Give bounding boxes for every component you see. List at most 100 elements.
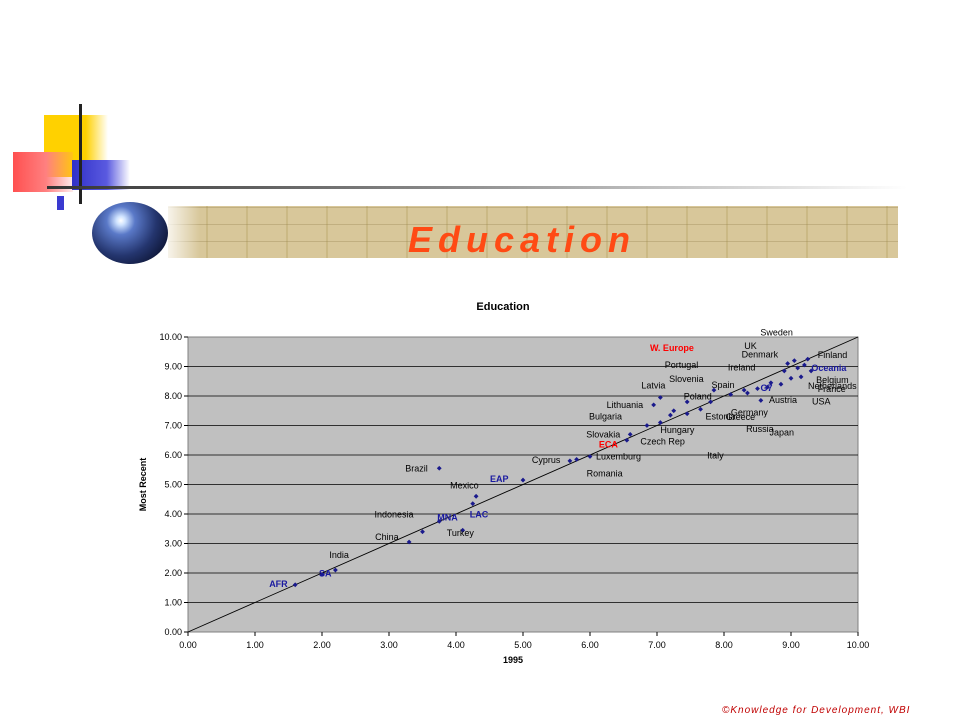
label-usa: USA	[812, 396, 831, 406]
label-romania: Romania	[587, 468, 623, 478]
x-tick-label: 0.00	[179, 640, 197, 650]
slide-title: Education	[408, 219, 637, 260]
globe-icon	[92, 202, 168, 264]
chart-title: Education	[476, 301, 529, 313]
point-greece	[708, 399, 713, 405]
vertical-rule	[79, 104, 82, 204]
point-cyprus	[567, 458, 573, 464]
point-romania	[574, 457, 579, 462]
label-greece: Greece	[726, 412, 756, 422]
point-spain	[745, 390, 750, 396]
point-g7	[765, 384, 770, 390]
point-netherlands	[798, 374, 804, 380]
point-czech-rep	[657, 420, 663, 425]
point-usa	[788, 375, 794, 381]
point-france	[795, 365, 801, 371]
y-tick-label: 1.00	[164, 598, 182, 608]
point-sweden	[791, 358, 797, 363]
reference-line	[187, 336, 859, 633]
point-luxemburg	[587, 454, 593, 459]
label-latvia: Latvia	[641, 380, 665, 390]
y-tick-label: 5.00	[164, 480, 182, 490]
point-eca	[624, 437, 630, 443]
y-axis-label: Most Recent	[138, 458, 148, 512]
label-luxemburg: Luxemburg	[596, 451, 641, 461]
decorative-squares-logo	[0, 0, 140, 220]
label-lithuania: Lithuania	[607, 400, 644, 410]
point-brazil	[436, 465, 442, 471]
x-tick-label: 8.00	[715, 640, 733, 650]
label-indonesia: Indonesia	[375, 510, 414, 520]
label-turkey: Turkey	[447, 528, 475, 538]
label-finland: Finland	[818, 350, 848, 360]
label-w-europe: W. Europe	[650, 343, 694, 353]
education-scatter-chart: Education 0.00 1.00 2.00 3.00 4.00 5.00 6.00 7.0…	[138, 301, 870, 665]
label-portugal: Portugal	[665, 360, 699, 370]
y-tick-label: 0.00	[164, 627, 182, 637]
y-tick-label: 2.00	[164, 568, 182, 578]
x-tick-label: 2.00	[313, 640, 331, 650]
point-china	[406, 539, 412, 545]
label-mna: MNA	[437, 512, 458, 522]
point-russia	[741, 387, 747, 393]
point-denmark	[785, 361, 791, 366]
x-tick-label: 5.00	[514, 640, 532, 650]
label-denmark: Denmark	[742, 350, 779, 360]
point-latvia	[657, 395, 663, 400]
x-tick-label: 4.00	[447, 640, 465, 650]
point-india	[333, 567, 338, 573]
label-bulgaria: Bulgaria	[589, 412, 622, 422]
label-g7: G7	[761, 383, 773, 393]
x-axis-label: 1995	[503, 655, 523, 665]
label-russia: Russia	[746, 424, 774, 434]
point-mna	[436, 518, 442, 524]
label-poland: Poland	[684, 392, 712, 402]
point-belgium	[808, 368, 814, 374]
point-poland	[728, 392, 734, 397]
y-tick-label: 3.00	[164, 539, 182, 549]
point-sa	[319, 572, 325, 577]
point-oceania	[802, 362, 807, 368]
x-tick-label: 3.00	[380, 640, 398, 650]
label-mexico: Mexico	[450, 480, 479, 490]
point-lac	[470, 501, 476, 507]
x-tick-label: 9.00	[782, 640, 800, 650]
label-germany: Germany	[731, 407, 769, 417]
label-eca: ECA	[599, 439, 619, 449]
point-lithuania	[651, 402, 657, 408]
label-spain: Spain	[711, 380, 734, 390]
point-eap	[520, 477, 526, 483]
point-w-europe	[711, 387, 717, 393]
red-square	[13, 152, 73, 192]
point-mexico	[473, 493, 479, 499]
small-blue-square	[57, 196, 64, 210]
point-estonia	[698, 406, 703, 412]
footer-credit: ©Knowledge for Development, WBI	[722, 705, 911, 716]
y-tick-label: 4.00	[164, 509, 182, 519]
point-austria	[778, 381, 784, 387]
point-ireland	[768, 380, 774, 386]
point-slovakia	[627, 431, 633, 437]
point-slovenia	[684, 399, 690, 405]
label-italy: Italy	[707, 451, 724, 461]
label-slovenia: Slovenia	[669, 374, 704, 384]
label-slovakia: Slovakia	[586, 429, 620, 439]
label-cyprus: Cyprus	[532, 455, 561, 465]
label-czech-rep: Czech Rep	[640, 437, 685, 447]
point-germany	[758, 398, 764, 403]
label-eap: EAP	[490, 474, 509, 484]
label-afr: AFR	[269, 579, 288, 589]
point-afr	[292, 582, 298, 588]
point-indonesia	[420, 529, 425, 535]
label-ireland: Ireland	[728, 363, 756, 373]
label-sa: SA	[319, 568, 332, 578]
label-brazil: Brazil	[405, 463, 428, 473]
label-sweden: Sweden	[760, 328, 793, 338]
point-turkey	[460, 527, 466, 533]
x-tick-label: 6.00	[581, 640, 599, 650]
point-uk	[781, 368, 787, 374]
x-tick-label: 10.00	[847, 640, 870, 650]
point-hungary	[668, 412, 673, 418]
label-estonia: Estonia	[706, 411, 736, 421]
label-austria: Austria	[769, 395, 797, 405]
